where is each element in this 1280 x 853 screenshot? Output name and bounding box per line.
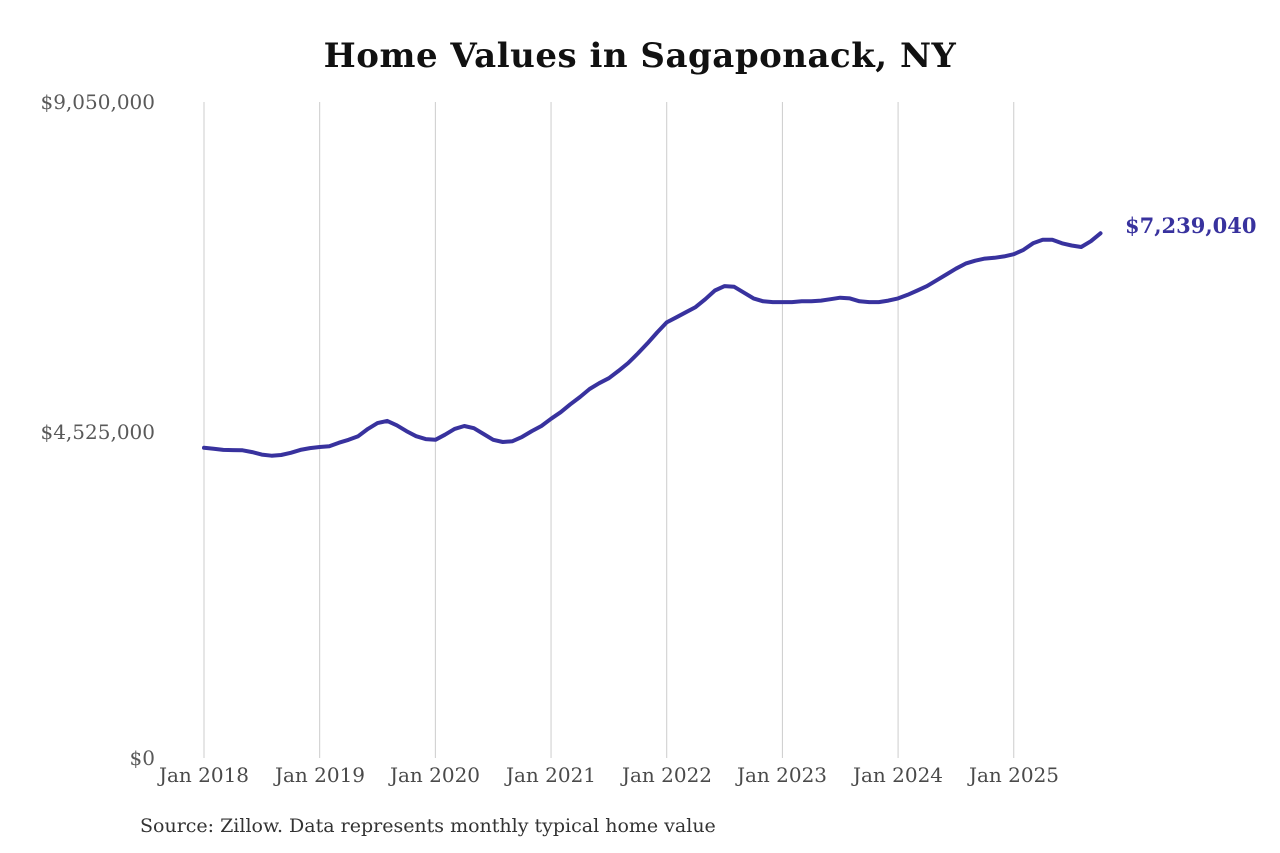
y-axis-tick-label-max: $9,050,000 <box>40 90 155 114</box>
x-axis-tick-label-2025: Jan 2025 <box>968 763 1060 787</box>
x-axis-tick-label-2020: Jan 2020 <box>389 763 481 787</box>
x-axis-tick-label-2022: Jan 2022 <box>621 763 713 787</box>
x-axis-tick-label-2021: Jan 2021 <box>505 763 597 787</box>
x-axis-tick-label-2023: Jan 2023 <box>736 763 828 787</box>
x-axis-tick-label-2019: Jan 2019 <box>274 763 366 787</box>
home-value-trend-line <box>202 231 1103 458</box>
x-axis-tick-label-2024: Jan 2024 <box>852 763 944 787</box>
latest-value-label: $7,239,040 <box>1125 213 1257 238</box>
source-note: Source: Zillow. Data represents monthly … <box>140 815 716 837</box>
y-axis-tick-label-mid: $4,525,000 <box>40 420 155 444</box>
y-axis-tick-label-zero: $0 <box>129 746 155 770</box>
x-axis-tick-label-2018: Jan 2018 <box>158 763 250 787</box>
chart-title: Home Values in Sagaponack, NY <box>323 36 957 76</box>
